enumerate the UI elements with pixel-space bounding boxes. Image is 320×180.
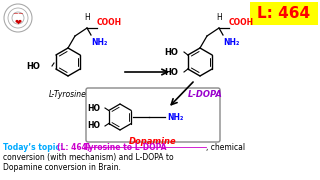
Text: H: H — [84, 13, 90, 22]
Text: HO: HO — [26, 62, 40, 71]
Text: L-DOPA: L-DOPA — [188, 90, 222, 99]
Text: L: 464: L: 464 — [257, 6, 311, 21]
Text: Dopamine conversion in Brain.: Dopamine conversion in Brain. — [3, 163, 121, 172]
Circle shape — [4, 4, 32, 32]
Text: , chemical: , chemical — [206, 143, 245, 152]
Text: NH₂: NH₂ — [223, 38, 239, 47]
Text: (L: 464): (L: 464) — [57, 143, 93, 152]
Text: ~~: ~~ — [12, 11, 24, 17]
Text: Today’s topic:: Today’s topic: — [3, 143, 66, 152]
Text: HO: HO — [164, 48, 178, 57]
Text: ❤: ❤ — [14, 17, 21, 26]
Text: COOH: COOH — [97, 18, 122, 27]
Text: Tyrosine to L-DOPA: Tyrosine to L-DOPA — [84, 143, 166, 152]
Text: COOH: COOH — [229, 18, 254, 27]
FancyBboxPatch shape — [250, 2, 318, 25]
FancyBboxPatch shape — [86, 88, 220, 142]
Circle shape — [8, 8, 28, 28]
Text: L-Tyrosine: L-Tyrosine — [49, 90, 87, 99]
Text: H: H — [216, 13, 222, 22]
Text: Dopamine: Dopamine — [129, 137, 177, 146]
Text: HO: HO — [164, 68, 178, 76]
Text: conversion (with mechanism) and L-DOPA to: conversion (with mechanism) and L-DOPA t… — [3, 153, 174, 162]
Text: NH₂: NH₂ — [91, 38, 108, 47]
Text: HO: HO — [87, 103, 100, 112]
Text: NH₂: NH₂ — [167, 112, 183, 122]
Text: HO: HO — [87, 122, 100, 130]
Circle shape — [12, 12, 24, 24]
